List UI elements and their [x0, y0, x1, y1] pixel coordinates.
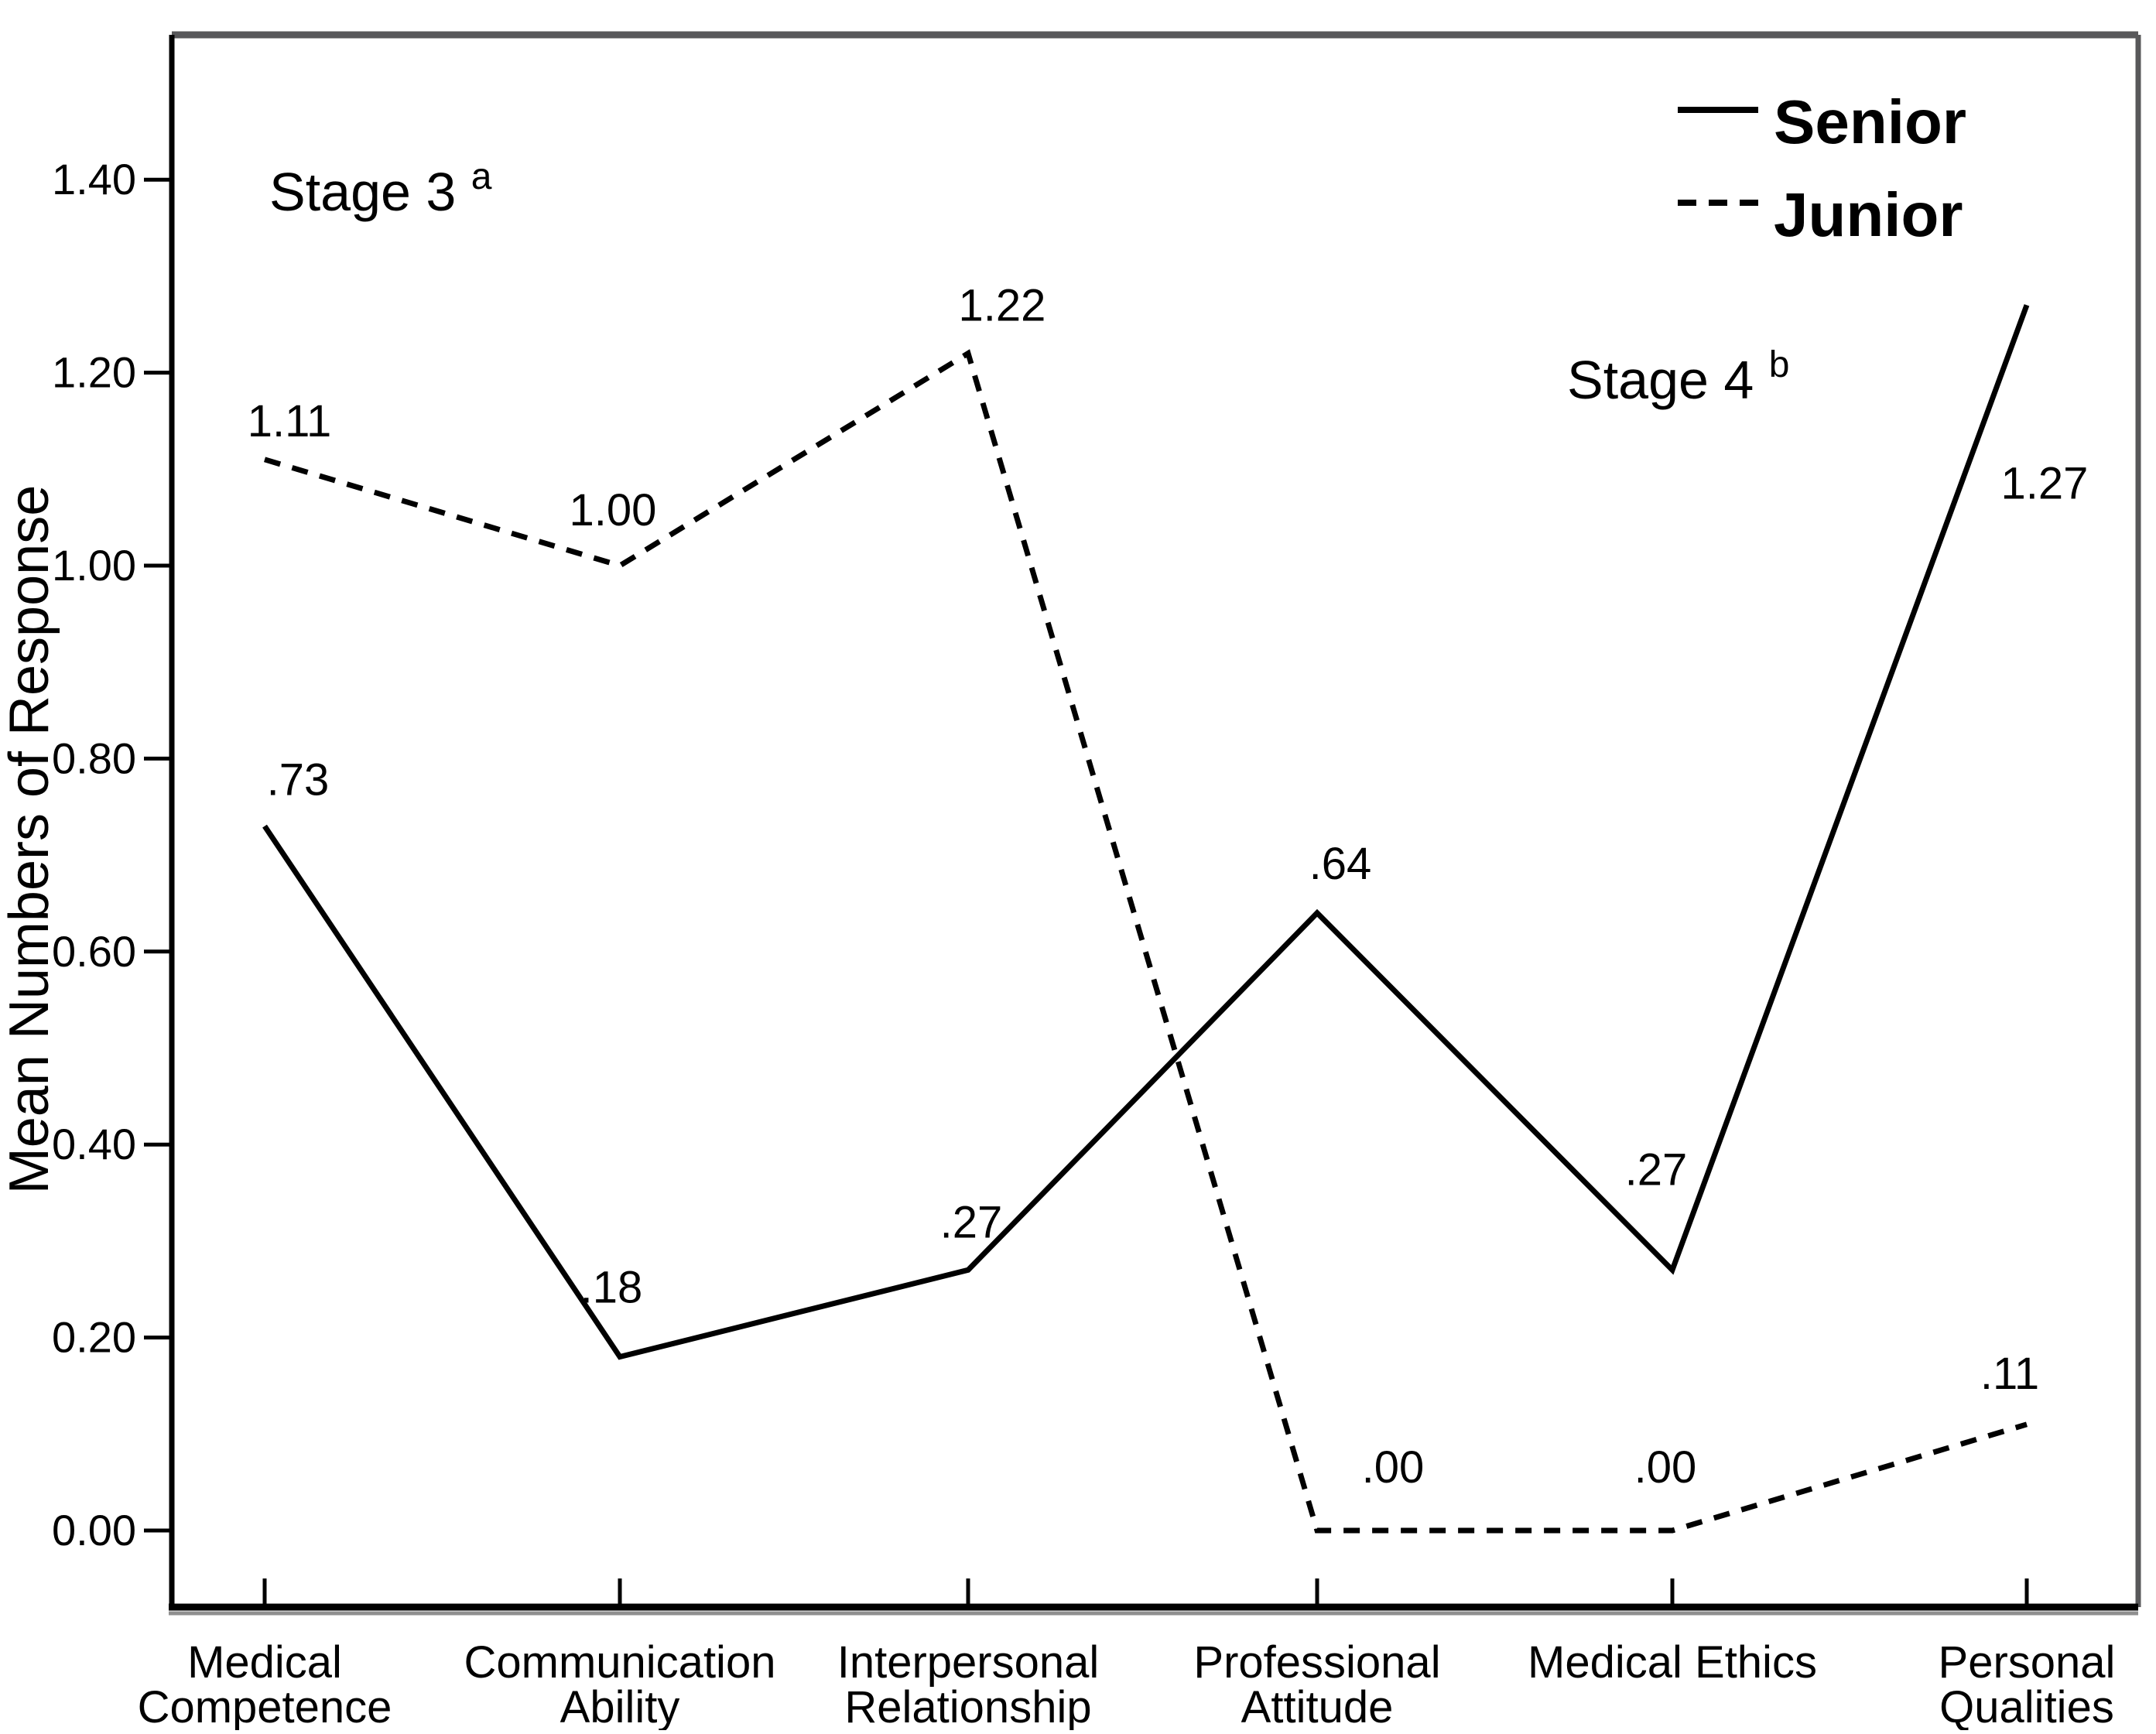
- data-label-senior: .64: [1309, 839, 1372, 889]
- series-line-junior: [263, 349, 2028, 1534]
- data-label-senior: .18: [580, 1263, 643, 1313]
- x-category-label-line1: Professional: [1193, 1637, 1440, 1688]
- data-label-senior: 1.27: [2001, 458, 2089, 508]
- data-label-junior: 1.11: [248, 396, 332, 446]
- y-tick-label: 1.20: [52, 348, 136, 397]
- y-axis-title: Mean Numbers of Response: [0, 485, 60, 1194]
- legend-label-junior: Junior: [1774, 180, 1963, 249]
- data-label-junior: .11: [1980, 1349, 2039, 1399]
- annotation-superscript: a: [471, 156, 492, 197]
- data-label-junior: 1.22: [959, 281, 1046, 331]
- data-labels: .73 .18 .27 .64 .27 1.27 1.11 1.00 1.22 .00 .00 .11: [248, 281, 2089, 1493]
- x-category-label-line1: Medical: [187, 1637, 342, 1688]
- x-category-label-line1: Medical Ethics: [1528, 1637, 1817, 1688]
- stage-annotations: Stage 3 a Stage 4 b: [269, 156, 1789, 410]
- annotation-superscript: b: [1769, 344, 1790, 385]
- y-tick-label: 1.00: [52, 541, 136, 590]
- data-label-senior: .27: [940, 1197, 1003, 1247]
- data-label-junior: .00: [1362, 1442, 1425, 1493]
- y-tick-label: 1.40: [52, 155, 136, 203]
- series-lines: [262, 304, 2030, 1534]
- data-label-junior: .00: [1634, 1442, 1697, 1493]
- legend-label-senior: Senior: [1774, 87, 1966, 156]
- y-tick-label: 0.80: [52, 734, 136, 782]
- annotation-stage-text: Stage 4 b: [1567, 344, 1789, 410]
- y-tick-label: 0.40: [52, 1120, 136, 1168]
- y-tick-label: 0.00: [52, 1506, 136, 1554]
- x-category-label-line2: Competence: [138, 1682, 392, 1730]
- axes: 0.000.200.400.600.801.001.201.40MedicalC…: [52, 155, 2116, 1732]
- x-category-label-line2: Ability: [560, 1682, 680, 1730]
- x-category-label-line2: Qualities: [1939, 1682, 2114, 1730]
- legend: Senior Junior: [1678, 87, 1966, 249]
- x-category-label-line1: Interpersonal: [837, 1637, 1100, 1688]
- data-label-junior: 1.00: [570, 485, 657, 535]
- annotation-stage-text: Stage 3 a: [269, 156, 492, 222]
- x-category-label-line1: Personal: [1939, 1637, 2116, 1688]
- y-tick-label: 0.20: [52, 1313, 136, 1362]
- data-label-senior: .73: [267, 755, 330, 805]
- x-category-label-line1: Communication: [464, 1637, 776, 1688]
- data-label-senior: .27: [1625, 1144, 1688, 1195]
- plot-frame: [169, 31, 2141, 1616]
- x-category-label-line2: Attitude: [1241, 1682, 1394, 1730]
- series-line-senior: [262, 304, 2030, 1360]
- x-category-label-line2: Relationship: [844, 1682, 1091, 1730]
- y-tick-label: 0.60: [52, 927, 136, 976]
